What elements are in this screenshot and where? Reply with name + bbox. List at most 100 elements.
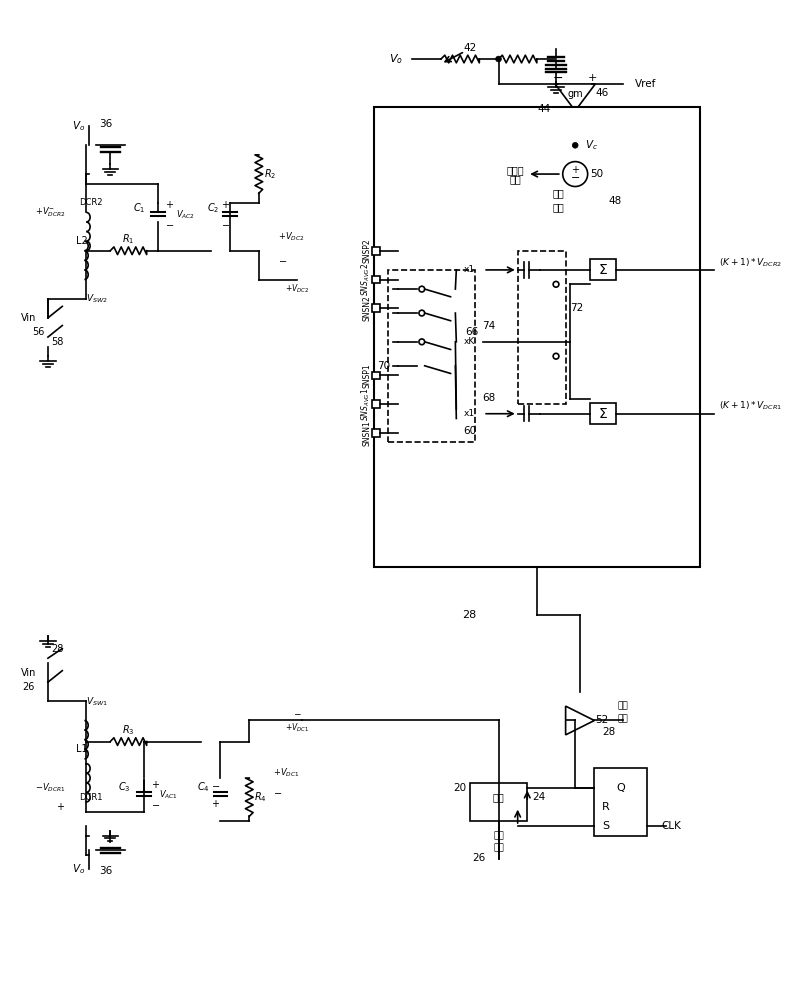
Text: 68: 68 xyxy=(482,393,496,403)
Text: $R_2$: $R_2$ xyxy=(264,167,276,181)
Text: 28: 28 xyxy=(51,644,64,654)
Text: $V_o$: $V_o$ xyxy=(72,119,85,133)
Text: Vref: Vref xyxy=(634,79,656,89)
Text: 50: 50 xyxy=(590,169,604,179)
Text: 48: 48 xyxy=(609,196,622,206)
Text: 72: 72 xyxy=(571,303,584,313)
Text: 26: 26 xyxy=(473,853,486,863)
Text: $C_2$: $C_2$ xyxy=(207,201,219,215)
Text: $-$: $-$ xyxy=(165,219,174,229)
Text: $C_3$: $C_3$ xyxy=(118,781,131,794)
Text: 斜坡: 斜坡 xyxy=(552,188,563,198)
Text: $-$: $-$ xyxy=(273,787,283,797)
Text: $-V_{DCR1}$: $-V_{DCR1}$ xyxy=(35,781,65,794)
Text: 20: 20 xyxy=(453,783,467,793)
Text: $(K+1)*V_{DCR1}$: $(K+1)*V_{DCR1}$ xyxy=(719,400,782,412)
Text: $-$: $-$ xyxy=(220,219,230,229)
Text: SNSN1: SNSN1 xyxy=(363,420,372,446)
Text: $C_4$: $C_4$ xyxy=(197,781,209,794)
Text: 36: 36 xyxy=(99,119,112,129)
Text: xK: xK xyxy=(464,337,475,346)
Text: $-$: $-$ xyxy=(211,780,220,790)
Bar xyxy=(589,403,616,424)
Text: $+V_{DC1}$: $+V_{DC1}$ xyxy=(285,722,309,734)
Text: $R_4$: $R_4$ xyxy=(254,790,267,804)
Text: Q: Q xyxy=(617,783,626,793)
Bar xyxy=(374,107,700,567)
Text: Σ: Σ xyxy=(599,263,608,277)
Text: $V_{SW2}$: $V_{SW2}$ xyxy=(87,292,108,305)
Text: 66: 66 xyxy=(465,327,478,337)
Text: $+$: $+$ xyxy=(165,199,174,210)
Text: DCR2: DCR2 xyxy=(79,198,103,207)
Text: S: S xyxy=(602,821,609,831)
Text: 42: 42 xyxy=(463,43,476,53)
Text: 24: 24 xyxy=(532,792,545,802)
Text: 70: 70 xyxy=(377,361,390,371)
Text: 邏輯: 邏輯 xyxy=(493,792,504,802)
Bar xyxy=(372,304,379,312)
Text: $+V_{DC2}$: $+V_{DC2}$ xyxy=(285,283,309,295)
Bar xyxy=(372,400,379,408)
Text: $-$: $-$ xyxy=(278,255,287,265)
Text: L1: L1 xyxy=(76,744,87,754)
Text: 26: 26 xyxy=(23,682,35,692)
Text: $-$: $-$ xyxy=(293,708,301,717)
Text: $V_o$: $V_o$ xyxy=(72,862,85,876)
Bar xyxy=(372,247,379,255)
Bar xyxy=(470,783,527,821)
Text: 補償: 補償 xyxy=(552,203,563,213)
Text: $R_1$: $R_1$ xyxy=(122,232,135,246)
Bar xyxy=(518,251,566,404)
Text: 46: 46 xyxy=(596,88,608,98)
Text: SNSP2: SNSP2 xyxy=(363,238,372,263)
Text: SNSN2: SNSN2 xyxy=(363,295,372,321)
Text: L2: L2 xyxy=(76,236,87,246)
Text: Vin: Vin xyxy=(21,313,36,323)
Text: $R_3$: $R_3$ xyxy=(122,723,135,737)
Text: 60: 60 xyxy=(464,426,476,436)
Text: 柵極: 柵極 xyxy=(493,843,504,852)
Text: $+$: $+$ xyxy=(221,199,230,210)
Text: 74: 74 xyxy=(482,321,496,331)
Bar xyxy=(372,372,379,379)
Bar xyxy=(388,270,475,442)
Text: 44: 44 xyxy=(538,104,551,114)
Text: CLK: CLK xyxy=(661,821,681,831)
Circle shape xyxy=(572,142,578,148)
Text: $+$: $+$ xyxy=(151,779,160,790)
Text: $+$: $+$ xyxy=(56,801,65,812)
Text: $+V_{DCR2}^{-}$: $+V_{DCR2}^{-}$ xyxy=(35,206,65,219)
Text: $V_{AC2}$: $V_{AC2}$ xyxy=(176,208,194,221)
Text: R: R xyxy=(602,802,610,812)
Bar xyxy=(589,259,616,280)
Text: 28: 28 xyxy=(602,727,615,737)
Text: $+V_{DC1}$: $+V_{DC1}$ xyxy=(273,767,300,779)
Text: $+$: $+$ xyxy=(211,798,220,809)
Text: 到所有: 到所有 xyxy=(507,165,525,175)
Text: $SNS_{AVG}1$: $SNS_{AVG}1$ xyxy=(360,388,372,421)
Text: 36: 36 xyxy=(99,866,112,876)
Text: +: + xyxy=(571,165,579,175)
Bar xyxy=(527,179,589,222)
Text: $SNS_{AVG}2$: $SNS_{AVG}2$ xyxy=(360,263,372,296)
Text: $-$: $-$ xyxy=(151,799,160,809)
Bar xyxy=(594,768,647,836)
Text: $V_c$: $V_c$ xyxy=(585,138,598,152)
Bar xyxy=(372,429,379,437)
Text: +: + xyxy=(588,73,597,83)
Text: −: − xyxy=(552,72,563,85)
Text: $C_1$: $C_1$ xyxy=(133,201,146,215)
Text: x1: x1 xyxy=(464,265,475,274)
Text: $(K+1)*V_{DCR2}$: $(K+1)*V_{DCR2}$ xyxy=(719,256,782,269)
Text: 柵極: 柵極 xyxy=(618,714,629,723)
Text: 58: 58 xyxy=(51,337,64,347)
Text: Vin: Vin xyxy=(21,668,36,678)
Text: x1: x1 xyxy=(464,409,475,418)
Text: 相位: 相位 xyxy=(510,174,522,184)
Circle shape xyxy=(496,56,501,62)
Text: Σ: Σ xyxy=(599,407,608,421)
Text: 56: 56 xyxy=(32,327,45,337)
Text: $+V_{DC2}$: $+V_{DC2}$ xyxy=(278,230,305,243)
Text: 開關: 開關 xyxy=(493,831,504,840)
